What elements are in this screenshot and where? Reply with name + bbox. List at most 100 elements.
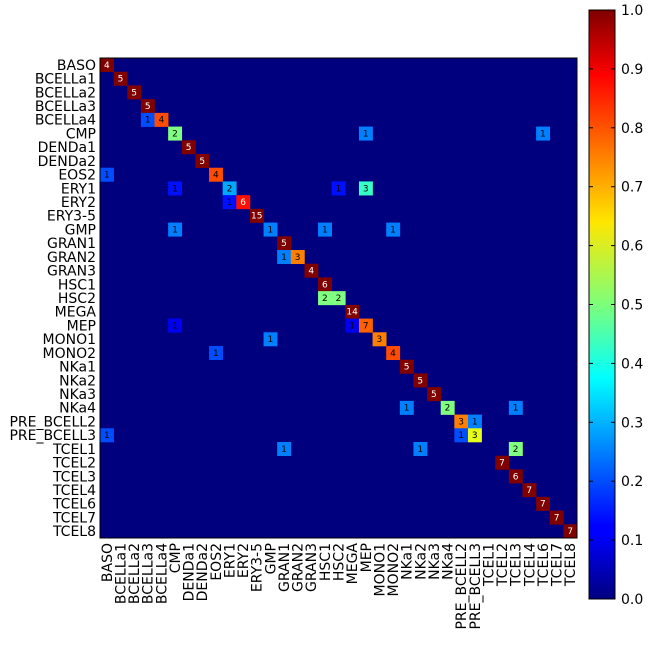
heatmap-cell — [358, 126, 373, 141]
cell-count-label: 1 — [390, 225, 396, 235]
y-tick-label: GRAN3 — [47, 264, 96, 280]
heatmap-cell — [304, 263, 319, 278]
y-tick-label: TCEL8 — [52, 524, 96, 540]
heatmap-cell — [277, 442, 292, 457]
cell-count-label: 1 — [267, 335, 273, 345]
heatmap-cell — [318, 222, 332, 237]
cell-count-label: 5 — [131, 88, 137, 98]
heatmap-cell — [181, 140, 196, 155]
cell-count-label: 1 — [104, 431, 110, 441]
y-tick-label: DENDa2 — [38, 154, 96, 170]
x-tick-label: MONO1 — [372, 543, 388, 597]
x-tick-label: NKa3 — [427, 543, 443, 580]
x-tick-label: ERY2 — [236, 543, 252, 578]
colorbar-tick-label: 0.3 — [621, 415, 643, 431]
heatmap-cell — [100, 167, 114, 182]
cell-count-label: 5 — [281, 239, 287, 249]
x-tick-label: BCELLa3 — [141, 543, 157, 604]
heatmap-cell — [331, 181, 346, 196]
cell-count-label: 1 — [513, 404, 519, 414]
y-tick-label: HSC1 — [58, 277, 96, 293]
heatmap-cell — [386, 222, 401, 237]
x-tick-label: GRAN2 — [291, 543, 307, 592]
cell-count-label: 1 — [458, 431, 464, 441]
colorbar-tick-label: 0.6 — [621, 239, 643, 255]
heatmap-cell — [372, 332, 387, 347]
heatmap-cell — [222, 195, 237, 210]
colorbar-ticks: 0.0 0.1 0.2 0.3 0.4 0.5 0.6 0.7 0.8 0.9 1.0 — [589, 3, 643, 608]
x-tick-label: GRAN1 — [277, 543, 293, 592]
cell-count-label: 3 — [377, 335, 383, 345]
x-tick-label: EOS2 — [209, 543, 225, 581]
y-tick-label: TCEL4 — [52, 483, 96, 499]
cell-count-label: 1 — [213, 349, 219, 359]
cell-count-label: 2 — [322, 294, 328, 304]
y-tick-label: TCEL6 — [52, 497, 96, 513]
x-tick-label: BCELLa4 — [154, 543, 170, 604]
y-tick-label: MEP — [67, 318, 96, 334]
heatmap-cell — [236, 195, 251, 210]
y-tick-label: ERY2 — [61, 195, 96, 211]
y-tick-label: BASO — [57, 58, 96, 74]
cell-count-label: 1 — [472, 417, 478, 427]
cell-count-label: 5 — [199, 157, 205, 167]
heatmap-cell — [168, 181, 183, 196]
x-tick-label: PRE_BCELL2 — [454, 543, 470, 630]
cell-count-label: 3 — [472, 431, 478, 441]
cell-count-label: 1 — [104, 171, 110, 181]
cell-count-label: 2 — [172, 129, 178, 139]
heatmap-cell — [386, 346, 401, 361]
heatmap-cell — [140, 112, 155, 127]
x-tick-label: CMP — [168, 543, 184, 573]
heatmap-cell — [168, 126, 183, 141]
heatmap-cell — [168, 222, 183, 237]
heatmap-cell — [413, 442, 428, 457]
heatmap-cell — [522, 483, 537, 498]
cell-count-label: 6 — [240, 198, 246, 208]
cell-count-label: 1 — [281, 445, 287, 455]
y-tick-label: BCELLa1 — [35, 72, 96, 88]
x-tick-label: NKa2 — [413, 543, 429, 580]
cell-count-label: 5 — [145, 102, 151, 112]
x-tick-label: GRAN3 — [304, 543, 320, 592]
heatmap-cell — [345, 304, 360, 319]
x-tick-label: BCELLa2 — [127, 543, 143, 604]
x-tick-label: PRE_BCELL3 — [468, 543, 484, 630]
y-tick-label: NKa3 — [59, 387, 96, 403]
plot-frame — [99, 57, 578, 539]
heatmap-cell — [100, 58, 114, 73]
heatmap-cell — [209, 346, 223, 361]
heatmap-cell — [345, 318, 360, 333]
heatmap-cell — [127, 85, 142, 100]
y-tick-label: MONO2 — [43, 346, 97, 362]
heatmap-cell — [209, 167, 223, 182]
heatmap-cell — [508, 400, 523, 415]
cell-count-label: 5 — [417, 376, 423, 386]
x-tick-labels: BASOBCELLa1BCELLa2BCELLa3BCELLa4CMPDENDa… — [100, 543, 579, 630]
cell-count-label: 1 — [172, 321, 178, 331]
cell-count-label: 1 — [145, 116, 151, 126]
cell-count-label: 6 — [322, 280, 328, 290]
cell-count-label: 2 — [445, 404, 451, 414]
heatmap-cell — [277, 250, 292, 265]
y-tick-label: EOS2 — [58, 168, 96, 184]
colorbar-tick-label: 0.4 — [621, 356, 643, 372]
cell-count-label: 7 — [540, 500, 546, 510]
cell-count-label: 2 — [227, 184, 233, 194]
heatmap-cell — [413, 373, 428, 388]
colorbar: 0.0 0.1 0.2 0.3 0.4 0.5 0.6 0.7 0.8 0.9 1.0 — [588, 3, 643, 608]
y-tick-label: BCELLa4 — [35, 113, 96, 129]
x-tick-label: NKa4 — [441, 543, 457, 580]
cell-count-label: 1 — [172, 225, 178, 235]
heatmap-cell — [399, 359, 414, 374]
x-tick-label: DENDa1 — [182, 543, 198, 601]
y-tick-label: TCEL3 — [52, 469, 96, 485]
cell-count-label: 4 — [390, 349, 396, 359]
heatmap-cell — [358, 181, 373, 196]
heatmap-cell — [222, 181, 237, 196]
x-tick-label: TCEL7 — [550, 543, 566, 587]
cell-count-label: 4 — [158, 116, 164, 126]
x-tick-label: MEP — [359, 543, 375, 572]
cell-count-label: 5 — [431, 390, 437, 400]
